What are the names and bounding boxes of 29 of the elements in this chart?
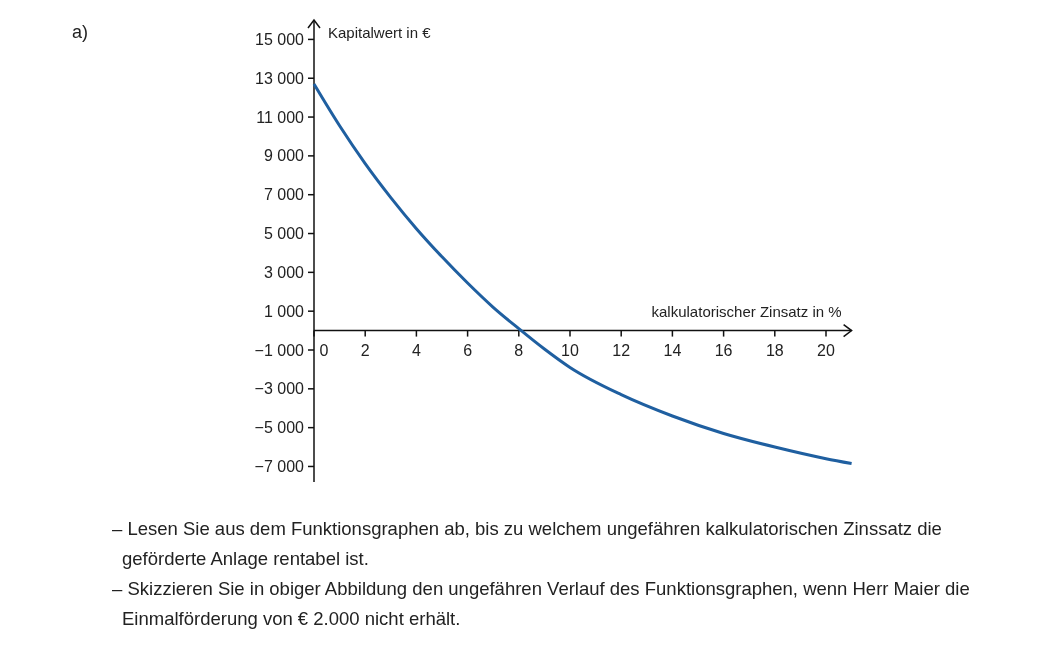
x-tick-label: 8 [514,342,524,360]
x-axis-title: kalkulatorischer Zinsatz in % [651,302,842,320]
x-tick-label: 6 [463,342,473,360]
text: – Skizzieren Sie in obiger Abbildung den ungefähren Verlauf des Funktionsgraphen, wenn Herr Maier die Einmalförderung von € 2.000 nicht erhält. [112,577,971,631]
y-tick-label: 5 000 [263,225,305,243]
x-tick-label: 18 [765,342,784,360]
y-tick-label: −1 000 [254,341,305,359]
x-tick-label: 16 [714,342,733,360]
line-series [312,82,854,466]
y-tick-label: −5 000 [254,419,305,437]
x-tick-label: 2 [360,342,370,360]
y-tick-label: 11 000 [256,108,305,126]
x-tick-label: 12 [612,342,631,360]
text: – Lesen Sie aus dem Funktionsgraphen ab, bis zu welchem ungefähren kalkulatorischen Zinssatz die geförderte Anlage rentabel ist. [112,517,943,571]
x-tick-label: 10 [561,342,579,360]
y-tick-label: 7 000 [263,186,305,204]
x-tick-label: 14 [663,342,682,360]
y-tick-label: 9 000 [263,147,305,165]
y-axis-title: Kapitalwert in € [328,24,432,41]
text: a) [72,22,89,42]
y-tick-label: −7 000 [254,458,305,476]
x-tick-label: 0 [319,342,329,360]
y-tick-label: 15 000 [255,31,305,49]
x-tick-label: 4 [411,342,421,360]
y-tick-label: −3 000 [254,380,305,398]
y-tick-label: 3 000 [263,263,305,281]
x-tick-label: 20 [817,342,835,360]
y-tick-label: 13 000 [255,69,305,87]
y-tick-label: 1 000 [263,302,305,320]
